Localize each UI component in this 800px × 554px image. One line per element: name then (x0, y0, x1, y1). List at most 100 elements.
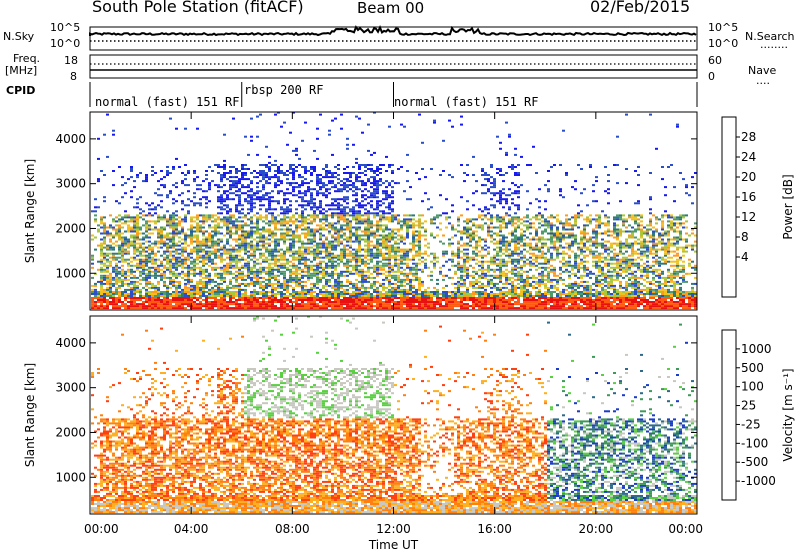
cell (328, 255, 331, 257)
cell (220, 241, 223, 243)
cell (172, 301, 175, 303)
cell (232, 265, 235, 267)
cell (481, 293, 484, 295)
cell (268, 267, 271, 269)
cell (415, 307, 418, 309)
cell (235, 255, 238, 257)
cell (154, 206, 157, 208)
cell (139, 227, 142, 229)
cell (163, 271, 166, 273)
cell (457, 305, 460, 307)
cell (199, 224, 202, 226)
cell (238, 255, 241, 257)
cell (223, 216, 226, 218)
cell (157, 229, 160, 231)
cell (145, 231, 148, 233)
cell (337, 255, 340, 257)
cell (376, 229, 379, 231)
cell (427, 275, 430, 277)
cell (217, 301, 220, 303)
cell (343, 224, 346, 226)
cell (223, 251, 226, 253)
cell (358, 237, 361, 239)
cell (382, 293, 385, 295)
cell (295, 154, 298, 156)
cell (175, 301, 178, 303)
cell (142, 259, 145, 261)
cell (100, 283, 103, 285)
cell (100, 295, 103, 297)
cell (196, 247, 199, 249)
cell (250, 220, 253, 222)
cell (394, 255, 397, 257)
cell (475, 245, 478, 247)
cell (193, 220, 196, 222)
cell (319, 220, 322, 222)
cell (229, 287, 232, 289)
cell (322, 241, 325, 243)
cell (118, 237, 121, 239)
cell (151, 293, 154, 295)
cell (310, 269, 313, 271)
cell (118, 281, 121, 283)
cell (262, 237, 265, 239)
cell (235, 224, 238, 226)
cell (364, 307, 367, 309)
cell (454, 273, 457, 275)
cell (133, 243, 136, 245)
cell (388, 241, 391, 243)
cell (307, 301, 310, 303)
cell (205, 245, 208, 247)
cell (175, 249, 178, 251)
cell (340, 283, 343, 285)
cell (325, 214, 328, 216)
cell (163, 227, 166, 229)
cell (256, 231, 259, 233)
cell (265, 180, 268, 182)
cell (418, 231, 421, 233)
cell (367, 255, 370, 257)
cell (343, 220, 346, 222)
cell (361, 271, 364, 273)
cell (325, 295, 328, 297)
cell (472, 275, 475, 277)
cell (310, 216, 313, 218)
cell (394, 289, 397, 291)
cell (256, 301, 259, 303)
cell (322, 273, 325, 275)
cell (139, 295, 142, 297)
cell (280, 299, 283, 301)
cell (265, 231, 268, 233)
cell (103, 241, 106, 243)
cell (346, 202, 349, 204)
cell (394, 182, 397, 184)
cell (91, 210, 94, 212)
cell (118, 293, 121, 295)
cell (289, 307, 292, 309)
cell (169, 255, 172, 257)
cell (382, 307, 385, 309)
cell (262, 285, 265, 287)
cell (181, 295, 184, 297)
cell (166, 305, 169, 307)
cell (376, 235, 379, 237)
cell (166, 220, 169, 222)
cell (262, 216, 265, 218)
cell (142, 295, 145, 297)
cell (226, 212, 229, 214)
cell (307, 265, 310, 267)
cell (256, 243, 259, 245)
cell (361, 206, 364, 208)
cell (130, 261, 133, 263)
cell (136, 269, 139, 271)
cell (247, 190, 250, 192)
cell (376, 224, 379, 226)
cell (355, 188, 358, 190)
cell (268, 208, 271, 210)
cell (124, 182, 127, 184)
cell (367, 224, 370, 226)
cell (325, 279, 328, 281)
cell (256, 271, 259, 273)
cell (343, 289, 346, 291)
cell (439, 174, 442, 176)
